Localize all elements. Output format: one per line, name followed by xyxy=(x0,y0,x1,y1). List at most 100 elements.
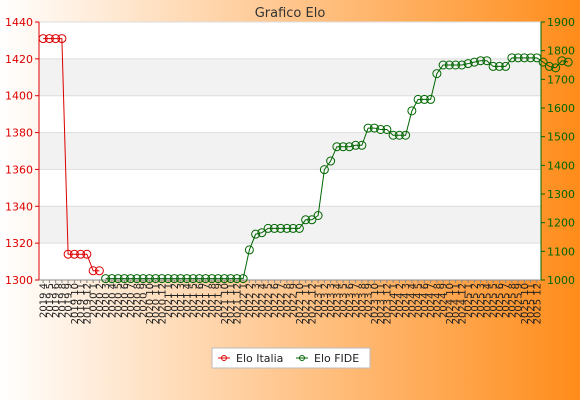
data-point xyxy=(226,274,236,284)
right-tick-label: 1500 xyxy=(547,131,575,144)
data-point xyxy=(551,63,561,73)
data-point xyxy=(444,60,454,70)
x-tick-label: 2019 6 xyxy=(51,283,62,318)
data-point xyxy=(407,106,417,116)
data-point xyxy=(494,61,504,71)
data-point xyxy=(438,60,448,70)
data-point xyxy=(351,140,361,150)
series-line xyxy=(43,38,100,272)
data-point xyxy=(382,125,392,134)
left-axis-ticks: 1300 1320 1340 1360 1380 1400 1420 1440 xyxy=(5,16,39,287)
left-tick-label: 1440 xyxy=(5,16,33,29)
data-point xyxy=(63,249,73,259)
data-point xyxy=(563,57,573,67)
right-tick-label: 1200 xyxy=(547,217,575,230)
x-tick-label: 2021 6 xyxy=(195,283,206,318)
data-point xyxy=(413,94,423,104)
data-point xyxy=(132,274,142,284)
data-point xyxy=(276,223,286,233)
x-tick-label: 2021 5 xyxy=(189,283,200,318)
data-point xyxy=(488,61,498,71)
x-tick-label: 2020 11 xyxy=(151,283,162,324)
plot-area xyxy=(39,22,541,280)
x-tick-label: 2023 8 xyxy=(357,283,368,318)
data-point xyxy=(126,274,136,284)
data-point xyxy=(263,223,273,233)
data-point xyxy=(207,274,217,284)
x-tick-label: 2021 4 xyxy=(182,283,193,318)
data-point xyxy=(501,61,511,71)
x-tick-label: 2020 6 xyxy=(120,283,131,318)
data-point xyxy=(44,34,54,44)
right-tick-label: 1800 xyxy=(547,45,575,58)
data-point xyxy=(38,34,48,44)
data-point xyxy=(507,53,517,63)
right-axis-ticks: 1000 1100 1200 1300 1400 1500 1600 1700 1800 1900 xyxy=(541,16,575,287)
data-point xyxy=(157,274,167,284)
x-tick-label: 2019 10 xyxy=(70,283,81,324)
x-tick-label: 2019 8 xyxy=(57,283,68,318)
x-tick-label: 2020 2 xyxy=(95,283,106,318)
right-tick-label: 1300 xyxy=(547,188,575,201)
x-tick-label: 2021 1 xyxy=(164,283,175,318)
right-tick-label: 1700 xyxy=(547,73,575,86)
plot-band xyxy=(39,22,541,59)
data-point xyxy=(538,57,548,67)
x-tick-label: 2024 1 xyxy=(389,283,400,318)
data-point xyxy=(138,274,148,284)
data-point xyxy=(426,94,436,104)
data-point xyxy=(457,60,467,70)
x-tick-label: 2025 3 xyxy=(476,283,487,318)
data-point xyxy=(463,59,473,69)
data-point xyxy=(532,53,542,63)
data-point xyxy=(307,215,317,225)
plot-band xyxy=(39,243,541,280)
series-elo-italia xyxy=(38,34,104,276)
data-point xyxy=(338,142,348,152)
data-point xyxy=(213,274,223,284)
data-point xyxy=(288,223,298,233)
x-tick-label: 2022 9 xyxy=(289,283,300,318)
x-tick-label: 2020 3 xyxy=(101,283,112,318)
x-tick-label: 2025 8 xyxy=(507,283,518,318)
x-tick-label: 2023 4 xyxy=(332,283,343,318)
right-tick-label: 1400 xyxy=(547,159,575,172)
x-tick-label: 2024 2 xyxy=(395,283,406,318)
axes xyxy=(38,22,542,281)
x-tick-label: 2020 1 xyxy=(89,283,100,318)
x-tick-label: 2021 10 xyxy=(220,283,231,324)
data-point xyxy=(144,274,154,284)
data-point xyxy=(251,229,261,239)
left-tick-label: 1380 xyxy=(5,127,33,140)
x-tick-label: 2024 6 xyxy=(420,283,431,318)
x-tick-label: 2020 10 xyxy=(145,283,156,324)
right-tick-label: 1900 xyxy=(547,16,575,29)
data-point xyxy=(94,266,104,276)
x-tick-label: 2024 7 xyxy=(426,283,437,318)
x-tick-label: 2019 9 xyxy=(64,283,75,318)
x-tick-label: 2023 2 xyxy=(320,283,331,318)
data-point xyxy=(182,274,192,284)
data-point xyxy=(544,61,554,71)
x-tick-label: 2023 6 xyxy=(345,283,356,318)
x-tick-label: 2023 3 xyxy=(326,283,337,318)
data-point xyxy=(344,142,354,152)
data-point xyxy=(88,266,98,276)
legend-label: Elo FIDE xyxy=(314,352,359,365)
x-tick-label: 2020 4 xyxy=(107,283,118,318)
data-point xyxy=(163,274,173,284)
data-point xyxy=(513,53,523,63)
x-tick-label: 2023 10 xyxy=(370,283,381,324)
data-point xyxy=(419,94,429,104)
data-point xyxy=(557,56,567,66)
data-point xyxy=(401,130,411,140)
x-tick-label: 2021 7 xyxy=(201,283,212,318)
data-point xyxy=(101,274,111,284)
left-tick-label: 1420 xyxy=(5,53,33,66)
x-tick-label: 2024 12 xyxy=(457,283,468,324)
data-point xyxy=(369,123,379,133)
x-tick-label: 2019 4 xyxy=(39,283,50,318)
data-point xyxy=(332,142,342,152)
